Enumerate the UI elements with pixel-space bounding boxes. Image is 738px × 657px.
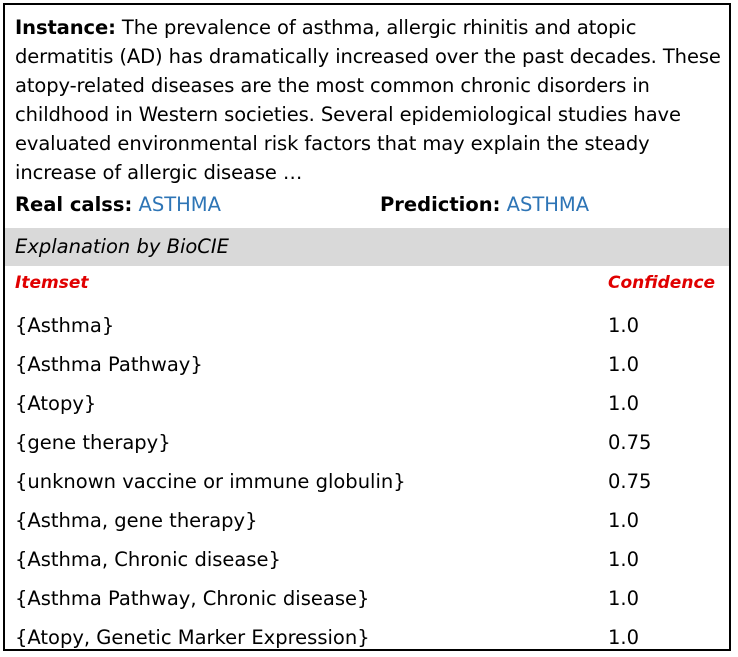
confidence-cell: 1.0: [608, 314, 640, 337]
confidence-cell: 1.0: [608, 509, 640, 532]
real-class-label: Real calss:: [15, 193, 133, 216]
confidence-header: Confidence: [608, 273, 716, 293]
table-row: {Asthma Pathway} 1.0: [15, 345, 723, 384]
instance-text: The prevalence of asthma, allergic rhini…: [15, 16, 721, 184]
itemset-cell: {Asthma}: [15, 314, 115, 337]
prediction-value: ASTHMA: [506, 193, 590, 216]
confidence-cell: 1.0: [608, 392, 640, 415]
itemset-cell: {Asthma Pathway}: [15, 353, 203, 376]
itemset-cell: {gene therapy}: [15, 431, 171, 454]
itemset-cell: {unknown vaccine or immune globulin}: [15, 470, 406, 493]
table-row: {Asthma, gene therapy} 1.0: [15, 501, 723, 540]
itemset-table: {Asthma} 1.0 {Asthma Pathway} 1.0 {Atopy} 1…: [15, 306, 723, 657]
instance-label: Instance:: [15, 16, 116, 39]
confidence-cell: 0.75: [608, 470, 652, 493]
confidence-cell: 1.0: [608, 626, 640, 649]
real-class-value: ASTHMA: [138, 193, 221, 216]
table-row: {unknown vaccine or immune globulin} 0.75: [15, 462, 723, 501]
explanation-panel: Instance: The prevalence of asthma, alle…: [3, 3, 731, 651]
itemset-cell: {Asthma, Chronic disease}: [15, 548, 281, 571]
itemset-cell: {Atopy}: [15, 392, 97, 415]
confidence-cell: 1.0: [608, 587, 640, 610]
itemset-cell: {Asthma Pathway, Chronic disease}: [15, 587, 370, 610]
table-row: {Atopy, Genetic Marker Expression} 1.0: [15, 618, 723, 657]
table-row: {Asthma Pathway, Chronic disease} 1.0: [15, 579, 723, 618]
table-row: {Asthma, Chronic disease} 1.0: [15, 540, 723, 579]
confidence-cell: 1.0: [608, 353, 640, 376]
itemset-header: Itemset: [15, 273, 89, 293]
table-row: {gene therapy} 0.75: [15, 423, 723, 462]
itemset-cell: {Atopy, Genetic Marker Expression}: [15, 626, 370, 649]
table-header: Itemset Confidence: [15, 273, 723, 299]
confidence-cell: 0.75: [608, 431, 652, 454]
instance-paragraph: Instance: The prevalence of asthma, alle…: [15, 13, 723, 187]
prediction: Prediction: ASTHMA: [380, 193, 589, 216]
confidence-cell: 1.0: [608, 548, 640, 571]
explanation-title: Explanation by BioCIE: [5, 228, 729, 266]
table-row: {Atopy} 1.0: [15, 384, 723, 423]
prediction-label: Prediction:: [380, 193, 501, 216]
real-class: Real calss: ASTHMA: [15, 193, 221, 216]
table-row: {Asthma} 1.0: [15, 306, 723, 345]
itemset-cell: {Asthma, gene therapy}: [15, 509, 258, 532]
class-line: Real calss: ASTHMA Prediction: ASTHMA: [15, 193, 723, 223]
